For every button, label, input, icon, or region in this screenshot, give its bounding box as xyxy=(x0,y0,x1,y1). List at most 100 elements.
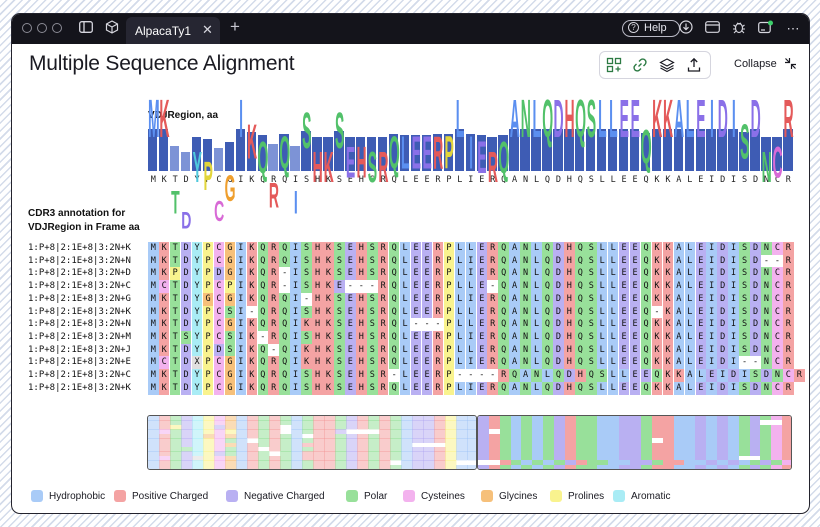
minimap-cell xyxy=(225,446,237,452)
minimap-cell xyxy=(543,424,555,430)
minimap-cell xyxy=(488,433,501,439)
overview-minimap-right[interactable] xyxy=(477,415,792,470)
residue-cell: - xyxy=(772,254,783,268)
minimap-cell xyxy=(324,451,336,457)
legend-item-cysteine: Cysteines xyxy=(403,489,465,503)
residue-cell: C xyxy=(772,343,783,357)
new-tab-plus-icon[interactable]: + xyxy=(230,17,240,36)
residue-cell: S xyxy=(334,292,345,306)
row-label: 1:P+8|2:1E+8|3:2N+G xyxy=(28,293,131,304)
minimap-cell xyxy=(695,416,707,421)
link-icon[interactable] xyxy=(632,57,649,74)
minimap-cell xyxy=(478,429,490,435)
residue-cell: Q xyxy=(542,343,553,357)
minimap-cell xyxy=(192,446,204,452)
minimize-window-button[interactable] xyxy=(37,23,47,33)
minimap-cell xyxy=(258,438,270,443)
download-icon[interactable] xyxy=(678,20,694,38)
minimap-cell xyxy=(368,460,380,466)
minimap-cell xyxy=(651,420,664,426)
residue-cell: K xyxy=(158,330,170,344)
collapse-icon[interactable] xyxy=(784,57,797,73)
residue-cell: R xyxy=(487,267,498,281)
minimap-cell xyxy=(706,446,718,452)
minimap-cell xyxy=(727,438,740,443)
residue-cell: S xyxy=(224,343,236,357)
residue-cell: D xyxy=(213,267,225,281)
residue-cell: S xyxy=(586,356,597,370)
residue-cell: K xyxy=(662,254,674,268)
help-button[interactable]: ? Help xyxy=(622,20,680,37)
minimap-cell xyxy=(159,455,171,461)
tab-alpacaty1[interactable]: AlpacaTy1 ✕ xyxy=(126,17,220,44)
residue-cell: L xyxy=(684,343,696,357)
residue-cell: R xyxy=(268,356,279,370)
page-title: Multiple Sequence Alignment xyxy=(29,52,295,75)
logo-letter: H xyxy=(312,141,323,192)
grid-settings-icon[interactable] xyxy=(606,57,623,74)
cube-icon[interactable] xyxy=(104,20,120,38)
residue-cell: K xyxy=(246,356,258,370)
residue-cell: S xyxy=(739,343,750,357)
minimap-cell xyxy=(608,455,620,461)
close-window-button[interactable] xyxy=(22,23,32,33)
minimap-cell xyxy=(412,438,424,443)
consensus-letter: C xyxy=(774,175,780,185)
residue-cell: S xyxy=(301,381,312,395)
terminal-status-icon[interactable] xyxy=(757,20,773,38)
minimap-cell xyxy=(738,455,751,461)
residue-cell: S xyxy=(301,254,312,268)
minimap-cell xyxy=(236,433,248,439)
bug-icon[interactable] xyxy=(731,20,747,38)
minimap-cell xyxy=(280,464,292,469)
more-options-icon[interactable]: ⋯ xyxy=(786,21,800,36)
row-label: 1:P+8|2:1E+8|3:2N+K xyxy=(28,243,131,253)
residue-cell: Q xyxy=(542,305,553,319)
residue-cell: D xyxy=(553,330,564,344)
conservation-bar xyxy=(279,134,289,171)
overview-minimap-left[interactable] xyxy=(147,415,477,470)
minimap-cell xyxy=(521,420,533,426)
residue-cell: R xyxy=(432,292,444,306)
residue-cell: P xyxy=(443,280,455,294)
minimap-cell xyxy=(280,420,292,426)
sidebar-toggle-icon[interactable] xyxy=(78,20,94,38)
minimap-cell xyxy=(236,424,248,430)
logo-letter: S xyxy=(302,100,312,159)
collapse-button[interactable]: Collapse xyxy=(734,58,777,70)
logo-letter: I xyxy=(709,87,714,149)
minimap-cell xyxy=(346,416,358,421)
residue-cell: I xyxy=(235,292,247,306)
minimap-cell xyxy=(738,424,751,430)
residue-cell: E xyxy=(640,369,652,382)
consensus-letter: T xyxy=(172,175,178,185)
residue-cell: I xyxy=(235,280,247,294)
consensus-letter: E xyxy=(424,175,430,185)
maximize-window-button[interactable] xyxy=(52,23,62,33)
residue-cell: L xyxy=(531,343,542,357)
minimap-cell xyxy=(651,433,664,439)
residue-cell: L xyxy=(399,356,411,370)
minimap-cell xyxy=(148,416,160,421)
minimap-cell xyxy=(280,433,292,439)
minimap-cell xyxy=(368,433,380,439)
minimap-cell xyxy=(346,438,358,443)
residue-cell: N xyxy=(520,381,531,395)
close-icon[interactable]: ✕ xyxy=(202,22,213,37)
minimap-cell xyxy=(706,416,718,421)
card-icon[interactable] xyxy=(704,20,720,38)
export-icon[interactable] xyxy=(686,57,703,74)
residue-cell: Q xyxy=(498,280,509,294)
minimap-cell xyxy=(269,460,281,466)
minimap-cell xyxy=(346,464,358,469)
conservation-bar xyxy=(531,129,541,171)
minimap-cell xyxy=(673,455,685,461)
minimap-cell xyxy=(148,446,160,452)
minimap-cell xyxy=(225,429,237,435)
minimap-cell xyxy=(630,424,642,430)
consensus-letter: I xyxy=(468,175,474,185)
layers-icon[interactable] xyxy=(659,57,676,74)
residue-cell: T xyxy=(169,381,181,395)
residue-cell: L xyxy=(454,343,466,357)
minimap-cell xyxy=(247,446,259,452)
